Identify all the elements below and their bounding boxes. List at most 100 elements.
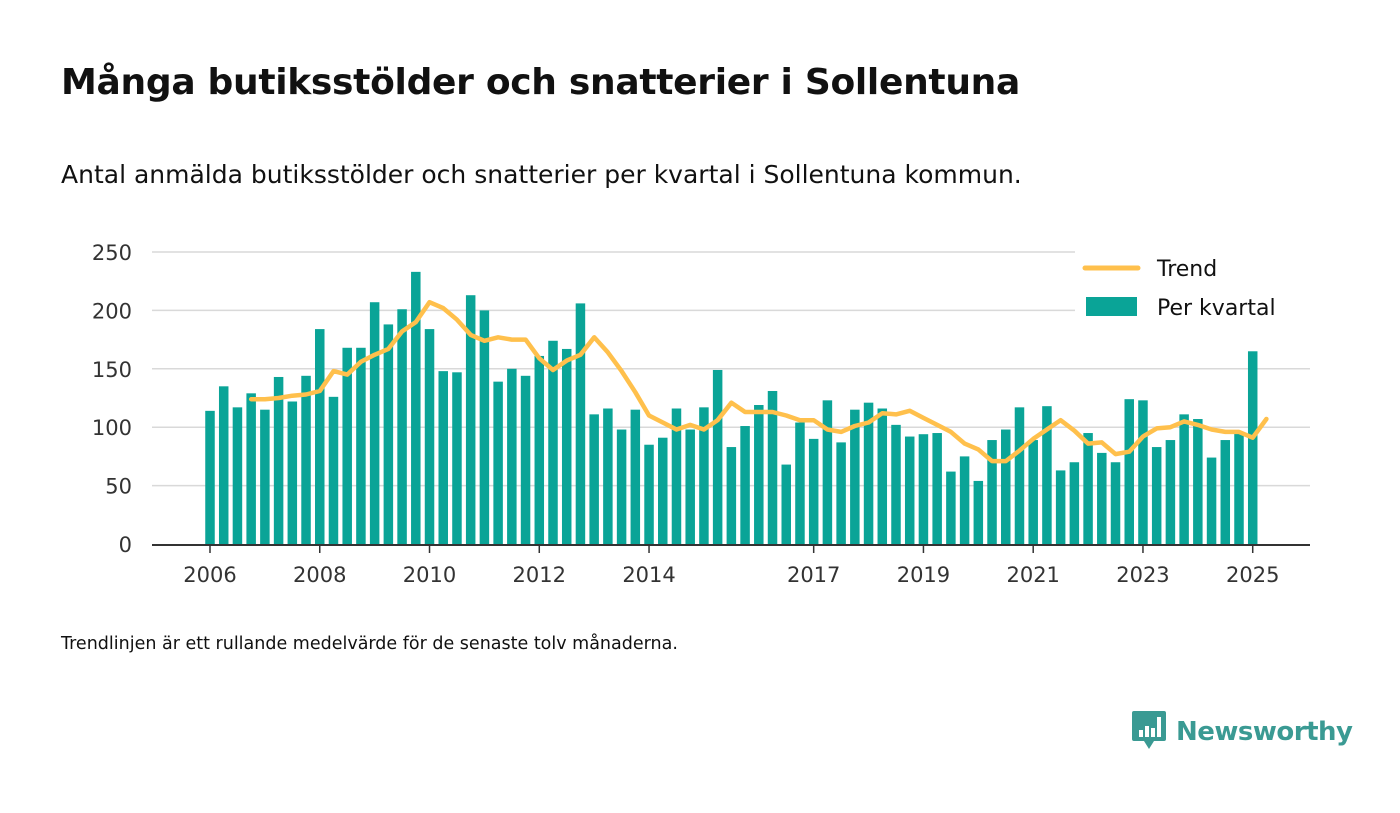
bar	[616, 429, 627, 544]
bar	[1097, 452, 1107, 544]
legend-bar-swatch	[1086, 297, 1137, 316]
bar	[891, 424, 901, 544]
bar	[959, 456, 970, 544]
y-tick-label: 50	[105, 475, 132, 499]
bars-series	[205, 271, 1258, 544]
bar	[520, 375, 531, 544]
bar	[877, 408, 888, 544]
bar	[342, 347, 352, 544]
bar	[548, 340, 558, 544]
bar	[658, 437, 668, 544]
bar	[630, 409, 641, 544]
bar	[534, 355, 545, 544]
bar	[740, 426, 750, 544]
bar	[301, 375, 311, 544]
bar	[1193, 419, 1203, 544]
bar	[411, 271, 421, 544]
y-tick-label: 150	[92, 358, 132, 382]
bar	[1042, 406, 1052, 544]
bar	[863, 402, 874, 544]
bar	[1014, 407, 1025, 544]
y-tick-label: 100	[92, 416, 132, 440]
x-tick-label: 2012	[513, 563, 566, 587]
bar	[603, 408, 613, 544]
y-tick-label: 200	[92, 299, 132, 323]
bar	[369, 302, 380, 544]
trend-series	[248, 299, 1269, 464]
legend-trend-label: Trend	[1156, 257, 1217, 282]
legend: Trend Per kvartal	[1075, 246, 1310, 334]
bar	[1234, 433, 1244, 544]
bar	[356, 347, 366, 544]
legend-background	[1075, 246, 1310, 334]
bar	[232, 407, 243, 544]
bar	[836, 442, 846, 544]
bar	[1165, 440, 1176, 544]
bar	[246, 393, 256, 544]
bar	[575, 303, 586, 544]
y-tick-label: 250	[92, 241, 132, 265]
x-axis: 2006 2008 2010 2012 2014 2017 2019 2021 2023 2025	[152, 544, 1310, 587]
chart-title: Många butiksstölder och snatterier i Sol…	[61, 62, 1020, 103]
bar	[850, 409, 860, 544]
bar	[1028, 440, 1038, 544]
bar	[712, 369, 723, 544]
legend-bar-label: Per kvartal	[1157, 296, 1276, 321]
bar	[808, 438, 819, 544]
bar	[987, 440, 997, 544]
bar	[507, 368, 517, 544]
bar	[260, 409, 270, 544]
trend-line	[248, 299, 1269, 464]
bar	[1220, 440, 1231, 544]
chart: 0 50 100 150 200 250 2006 2008 2010 2012 2014 2017…	[92, 241, 1310, 587]
bar	[932, 433, 942, 544]
y-tick-label: 0	[119, 533, 132, 557]
y-axis: 0 50 100 150 200 250	[92, 241, 132, 557]
bar	[699, 407, 709, 544]
bar	[452, 372, 462, 544]
bar	[685, 429, 695, 544]
bar	[328, 396, 339, 544]
bar	[726, 447, 737, 544]
bar	[218, 386, 229, 544]
bar	[383, 324, 394, 544]
x-tick-label: 2006	[183, 563, 236, 587]
x-tick-label: 2025	[1226, 563, 1279, 587]
bar	[781, 464, 791, 544]
x-tick-label: 2021	[1006, 563, 1059, 587]
bar	[1206, 457, 1217, 544]
bar	[1083, 433, 1093, 544]
bar	[795, 422, 805, 544]
x-tick-label: 2008	[293, 563, 346, 587]
bar	[767, 390, 778, 544]
bar	[1138, 400, 1148, 544]
x-tick-label: 2014	[622, 563, 675, 587]
newsworthy-brand: Newsworthy	[1132, 711, 1353, 753]
bar	[1055, 470, 1066, 544]
bar	[1151, 447, 1162, 544]
bar	[424, 329, 435, 544]
bar	[397, 309, 407, 544]
x-tick-label: 2010	[403, 563, 456, 587]
x-tick-label: 2023	[1116, 563, 1169, 587]
bar	[1179, 414, 1189, 544]
bar	[315, 329, 325, 544]
bar	[287, 401, 298, 544]
bar	[973, 480, 984, 544]
bar	[1069, 462, 1080, 544]
bar	[493, 381, 503, 544]
bar	[1124, 399, 1134, 544]
bar	[1110, 462, 1121, 544]
footnote: Trendlinjen är ett rullande medelvärde f…	[61, 634, 678, 654]
bar	[589, 414, 599, 544]
bar	[904, 436, 915, 544]
bar	[644, 444, 654, 544]
x-tick-label: 2017	[787, 563, 840, 587]
bar	[671, 408, 682, 544]
bar	[561, 348, 572, 544]
brand-name: Newsworthy	[1176, 717, 1353, 747]
bar	[205, 410, 215, 544]
bar	[1247, 351, 1258, 544]
newsworthy-logo-icon	[1132, 711, 1166, 749]
bar	[822, 400, 833, 544]
